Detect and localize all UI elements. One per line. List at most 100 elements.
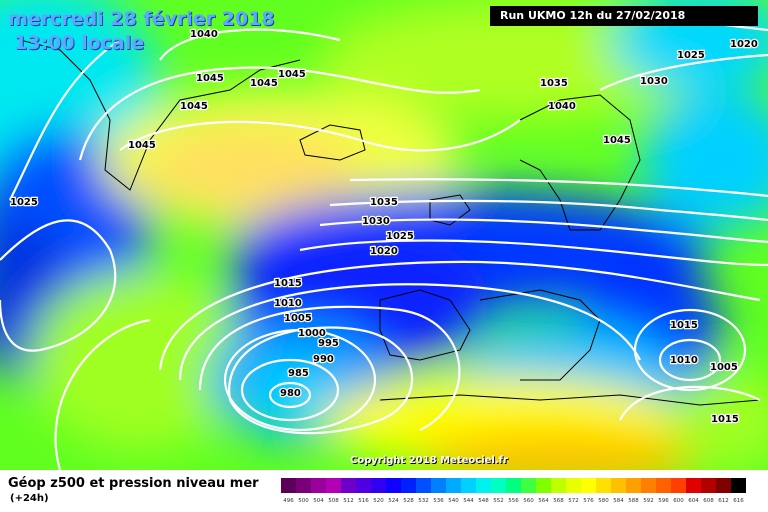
isobar-label: 1045 <box>196 73 224 84</box>
isobar-label: 1010 <box>274 298 302 309</box>
scale-swatch <box>521 478 536 493</box>
scale-tick-label: 504 <box>313 498 324 504</box>
scale-tick-label: 532 <box>418 498 429 504</box>
scale-tick-label: 496 <box>283 498 294 504</box>
copyright: Copyright 2018 Meteociel.fr <box>350 455 508 466</box>
color-scale <box>281 478 746 494</box>
isobar-label: 1045 <box>180 101 208 112</box>
scale-tick-label: 528 <box>403 498 414 504</box>
isobar-label: 1005 <box>284 313 312 324</box>
scale-tick-label: 568 <box>553 498 564 504</box>
scale-tick-label: 524 <box>388 498 399 504</box>
scale-tick-label: 520 <box>373 498 384 504</box>
scale-swatch <box>386 478 401 493</box>
scale-swatch <box>686 478 701 493</box>
scale-tick-label: 516 <box>358 498 369 504</box>
scale-tick-label: 500 <box>298 498 309 504</box>
scale-swatch <box>356 478 371 493</box>
isobar-label: 1030 <box>640 76 668 87</box>
scale-tick-label: 548 <box>478 498 489 504</box>
isobar-label: 1025 <box>677 50 705 61</box>
scale-swatch <box>566 478 581 493</box>
scale-swatch <box>731 478 746 493</box>
scale-swatch <box>656 478 671 493</box>
run-label: Run UKMO 12h du 27/02/2018 <box>490 6 758 26</box>
isobar-label: 1035 <box>540 78 568 89</box>
scale-swatch <box>401 478 416 493</box>
isobar-label: 1000 <box>298 328 326 339</box>
scale-swatch <box>671 478 686 493</box>
scale-tick-label: 536 <box>433 498 444 504</box>
scale-swatch <box>446 478 461 493</box>
scale-swatch <box>296 478 311 493</box>
isobar-label: 980 <box>280 388 301 399</box>
scale-tick-label: 604 <box>688 498 699 504</box>
scale-swatch <box>596 478 611 493</box>
scale-swatch <box>491 478 506 493</box>
scale-tick-label: 576 <box>583 498 594 504</box>
isobar-label: 1045 <box>128 140 156 151</box>
map-title: Géop z500 et pression niveau mer <box>8 476 259 491</box>
isobar-label: 1045 <box>250 78 278 89</box>
isobar-label: 1010 <box>670 355 698 366</box>
forecast-step: (+24h) <box>10 493 49 504</box>
scale-tick-label: 512 <box>343 498 354 504</box>
scale-swatch <box>281 478 296 493</box>
scale-swatch <box>716 478 731 493</box>
scale-tick-label: 540 <box>448 498 459 504</box>
scale-swatch <box>326 478 341 493</box>
scale-swatch <box>626 478 641 493</box>
scale-tick-label: 572 <box>568 498 579 504</box>
scale-tick-label: 560 <box>523 498 534 504</box>
scale-tick-label: 600 <box>673 498 684 504</box>
isobar-label: 1045 <box>278 69 306 80</box>
scale-swatch <box>461 478 476 493</box>
scale-swatch <box>506 478 521 493</box>
scale-tick-label: 580 <box>598 498 609 504</box>
scale-swatch <box>551 478 566 493</box>
isobar-label: 1020 <box>730 39 758 50</box>
isobar-label: 1005 <box>710 362 738 373</box>
isobar-label: 1030 <box>362 216 390 227</box>
isobar-label: 1040 <box>190 29 218 40</box>
isobar-labels: 1040 1045 1045 1045 1045 1045 1025 1035 … <box>9 28 759 427</box>
scale-swatch <box>476 478 491 493</box>
isobar-label: 985 <box>288 368 309 379</box>
scale-swatch <box>311 478 326 493</box>
map-canvas: 1040 1045 1045 1045 1045 1045 1025 1035 … <box>0 0 768 470</box>
scale-swatch <box>371 478 386 493</box>
forecast-time: 13:00 locale <box>14 32 145 54</box>
scale-tick-label: 592 <box>643 498 654 504</box>
scale-tick-label: 612 <box>718 498 729 504</box>
isobar-label: 1015 <box>274 278 302 289</box>
scale-tick-label: 552 <box>493 498 504 504</box>
scale-swatch <box>611 478 626 493</box>
isobar-label: 1035 <box>370 197 398 208</box>
legend-footer: Géop z500 et pression niveau mer (+24h) … <box>0 470 768 512</box>
scale-tick-label: 584 <box>613 498 624 504</box>
forecast-date: mercredi 28 février 2018 <box>8 8 275 30</box>
isobar-label: 1045 <box>603 135 631 146</box>
scale-tick-label: 588 <box>628 498 639 504</box>
scale-swatch <box>701 478 716 493</box>
isobar-label: 1025 <box>10 197 38 208</box>
isobar-label: 995 <box>318 338 339 349</box>
isobars <box>0 17 768 470</box>
isobar-label: 1020 <box>370 246 398 257</box>
isobar-label: 1025 <box>386 231 414 242</box>
scale-swatch <box>341 478 356 493</box>
isobar-label: 990 <box>313 354 334 365</box>
scale-tick-label: 508 <box>328 498 339 504</box>
scale-tick-label: 596 <box>658 498 669 504</box>
scale-swatch <box>581 478 596 493</box>
isobar-label: 1040 <box>548 101 576 112</box>
scale-tick-label: 556 <box>508 498 519 504</box>
scale-tick-label: 564 <box>538 498 549 504</box>
isobar-label: 1015 <box>711 414 739 425</box>
color-scale-ticks: 496 500 504 508 512 516 520 524 528 532 536 540 544 5… <box>281 498 746 504</box>
isobar-label: 1015 <box>670 320 698 331</box>
scale-tick-label: 616 <box>733 498 744 504</box>
scale-swatch <box>416 478 431 493</box>
scale-swatch <box>536 478 551 493</box>
scale-swatch <box>431 478 446 493</box>
